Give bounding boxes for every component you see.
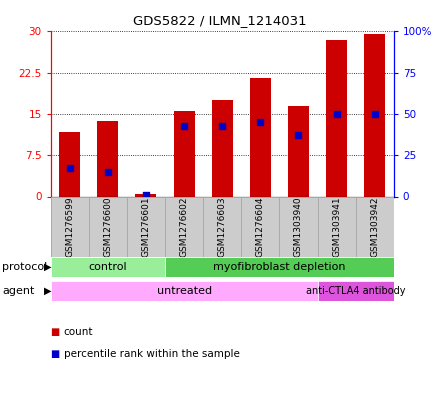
Point [371,111,378,117]
FancyBboxPatch shape [279,196,318,257]
Text: agent: agent [2,286,35,296]
Bar [174,111,194,196]
Point [143,192,150,198]
Text: GSM1303941: GSM1303941 [332,196,341,257]
Text: myofibroblast depletion: myofibroblast depletion [213,262,346,272]
Bar [136,194,157,196]
Point [104,169,111,175]
Point [219,122,226,129]
FancyBboxPatch shape [241,196,279,257]
Text: GDS5822 / ILMN_1214031: GDS5822 / ILMN_1214031 [133,14,307,27]
Text: GSM1276601: GSM1276601 [141,196,150,257]
Text: ▶: ▶ [44,262,51,272]
FancyBboxPatch shape [51,257,165,277]
Point [257,119,264,125]
Text: count: count [64,327,93,337]
FancyBboxPatch shape [203,196,241,257]
Text: GSM1276599: GSM1276599 [65,196,74,257]
Bar [326,40,347,197]
Point [295,132,302,139]
FancyBboxPatch shape [89,196,127,257]
Bar [288,106,309,196]
FancyBboxPatch shape [51,196,89,257]
FancyBboxPatch shape [356,196,394,257]
FancyBboxPatch shape [51,281,318,301]
Bar [97,121,118,196]
Text: GSM1303940: GSM1303940 [294,196,303,257]
Text: ▶: ▶ [44,286,51,296]
FancyBboxPatch shape [127,196,165,257]
FancyBboxPatch shape [165,196,203,257]
Text: GSM1276600: GSM1276600 [103,196,112,257]
Text: protocol: protocol [2,262,48,272]
Bar [250,78,271,196]
Text: percentile rank within the sample: percentile rank within the sample [64,349,240,359]
Bar [59,132,80,196]
Text: GSM1276602: GSM1276602 [180,197,189,257]
Point [180,122,187,129]
FancyBboxPatch shape [165,257,394,277]
Text: GSM1276604: GSM1276604 [256,197,265,257]
Point [66,165,73,172]
Text: ■: ■ [51,349,60,359]
Text: GSM1276603: GSM1276603 [218,196,227,257]
Bar [212,100,233,196]
FancyBboxPatch shape [318,196,356,257]
Bar [364,34,385,197]
Text: control: control [88,262,127,272]
Text: ■: ■ [51,327,60,337]
Text: anti-CTLA4 antibody: anti-CTLA4 antibody [306,286,405,296]
FancyBboxPatch shape [318,281,394,301]
Text: GSM1303942: GSM1303942 [370,197,379,257]
Text: untreated: untreated [157,286,212,296]
Point [333,111,340,117]
